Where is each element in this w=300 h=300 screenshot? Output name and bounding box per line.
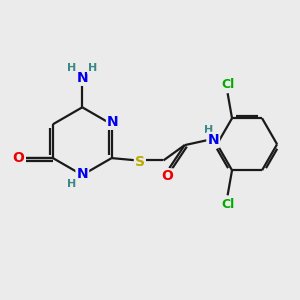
Text: O: O xyxy=(12,151,24,165)
Text: H: H xyxy=(204,125,213,135)
Text: O: O xyxy=(161,169,173,183)
Text: N: N xyxy=(207,133,219,147)
Text: N: N xyxy=(76,167,88,181)
Text: Cl: Cl xyxy=(221,198,234,211)
Text: Cl: Cl xyxy=(221,78,234,91)
Text: H: H xyxy=(67,179,76,190)
Text: H: H xyxy=(67,63,76,73)
Text: H: H xyxy=(88,63,97,73)
Text: N: N xyxy=(107,115,118,129)
Text: N: N xyxy=(76,71,88,85)
Text: S: S xyxy=(135,155,145,169)
